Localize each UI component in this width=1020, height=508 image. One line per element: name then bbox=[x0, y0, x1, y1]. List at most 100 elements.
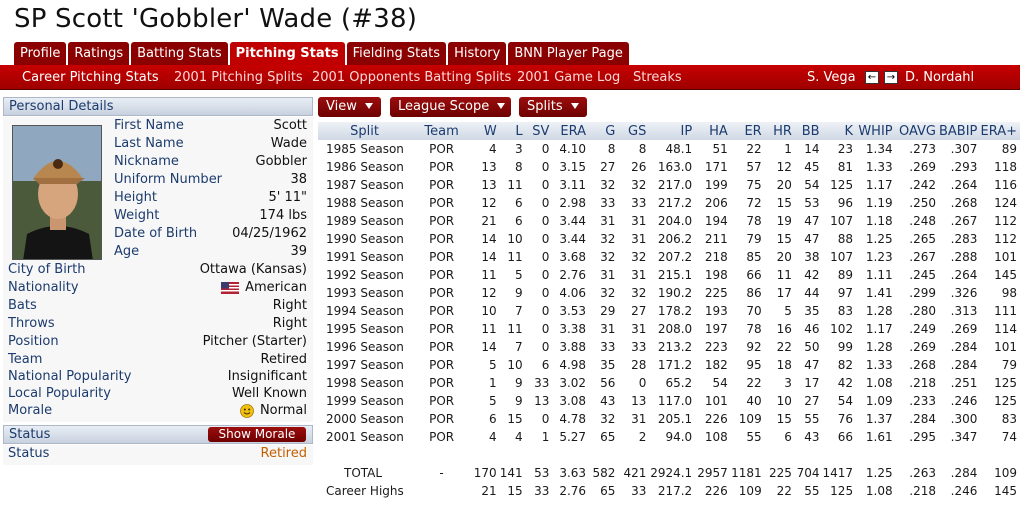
table-cell: 15 bbox=[776, 196, 792, 210]
table-cell: 197 bbox=[704, 322, 728, 336]
col-header[interactable]: HA bbox=[695, 122, 731, 140]
tab-bnn-player-page[interactable]: BNN Player Page bbox=[508, 42, 629, 65]
subtab-2001-game-log[interactable]: 2001 Game Log bbox=[517, 70, 621, 85]
table-cell: 112 bbox=[994, 232, 1017, 246]
subtab-career-pitching-stats[interactable]: Career Pitching Stats bbox=[22, 70, 159, 85]
table-cell: 38 bbox=[804, 250, 820, 264]
table-cell: .284 bbox=[909, 412, 936, 426]
table-cell: 31 bbox=[600, 322, 616, 336]
next-player-link[interactable]: D. Nordahl bbox=[905, 70, 975, 85]
personal-details-header: Personal Details bbox=[3, 97, 313, 116]
table-cell: 11 bbox=[481, 268, 497, 282]
table-cell: 1.61 bbox=[865, 430, 893, 444]
table-cell: 78 bbox=[746, 214, 762, 228]
col-header[interactable]: L bbox=[499, 122, 526, 140]
subtab-streaks[interactable]: Streaks bbox=[633, 70, 682, 85]
date-of-birth-label: Date of Birth bbox=[114, 226, 198, 241]
spacer-cell bbox=[318, 446, 1020, 464]
col-header[interactable]: BB bbox=[794, 122, 823, 140]
uniform-number-label: Uniform Number bbox=[114, 172, 223, 187]
table-row: 1985 Season POR 4 3 0 4.10 8 8 48.1 51 22 1 14 23 1.34… bbox=[318, 140, 1020, 158]
table-cell: 15 bbox=[507, 484, 523, 498]
nickname-label: Nickname bbox=[114, 154, 179, 169]
table-row: 1991 Season POR 14 11 0 3.68 32 32 207.2 218 85 20 3… bbox=[318, 248, 1020, 266]
col-header[interactable]: Team bbox=[411, 122, 473, 140]
league-scope-dropdown[interactable]: League Scope bbox=[390, 97, 511, 117]
table-cell: 47 bbox=[804, 214, 820, 228]
arrow-right-icon[interactable]: → bbox=[884, 71, 898, 84]
col-header[interactable]: IP bbox=[649, 122, 696, 140]
col-header[interactable]: W bbox=[472, 122, 500, 140]
table-cell: 1.28 bbox=[865, 340, 893, 354]
table-cell: 2924.1 bbox=[650, 466, 693, 480]
smiley-icon bbox=[240, 404, 254, 418]
view-label: View bbox=[326, 99, 357, 114]
table-cell: POR bbox=[429, 412, 455, 426]
table-cell: 3.53 bbox=[559, 304, 587, 318]
table-cell: 31 bbox=[631, 214, 647, 228]
table-cell: 33 bbox=[534, 376, 550, 390]
table-cell: 0 bbox=[541, 178, 550, 192]
subtab-2001-opponents-batting-splits[interactable]: 2001 Opponents Batting Splits bbox=[312, 70, 512, 85]
table-cell: 53 bbox=[534, 466, 550, 480]
table-cell: 88 bbox=[837, 232, 854, 246]
col-header[interactable]: OAVG bbox=[895, 122, 939, 140]
table-cell: .264 bbox=[950, 268, 978, 282]
prev-player-link[interactable]: S. Vega bbox=[807, 70, 856, 85]
col-header[interactable]: SV bbox=[525, 122, 553, 140]
table-cell: 1.17 bbox=[865, 322, 893, 336]
weight-value: 174 lbs bbox=[259, 208, 307, 223]
table-cell: - bbox=[439, 466, 444, 480]
show-morale-button[interactable]: Show Morale bbox=[208, 427, 306, 442]
table-cell: .283 bbox=[950, 232, 978, 246]
table-cell: 2.98 bbox=[559, 196, 587, 210]
table-cell: 217.2 bbox=[657, 484, 693, 498]
table-cell: 117.0 bbox=[657, 394, 693, 408]
table-cell: 1996 Season bbox=[326, 340, 404, 354]
table-cell: 55 bbox=[804, 484, 820, 498]
tab-history[interactable]: History bbox=[448, 42, 507, 65]
table-cell: POR bbox=[429, 142, 455, 156]
table-cell: 1.41 bbox=[865, 286, 893, 300]
table-cell: 13 bbox=[534, 394, 550, 408]
tab-ratings[interactable]: Ratings bbox=[68, 42, 130, 65]
table-cell: 14 bbox=[804, 142, 820, 156]
subtab-2001-pitching-splits[interactable]: 2001 Pitching Splits bbox=[174, 70, 303, 85]
col-header[interactable]: GS bbox=[618, 122, 650, 140]
col-header[interactable]: Split bbox=[318, 122, 412, 140]
table-cell: 1.25 bbox=[865, 232, 893, 246]
tab-fielding-stats[interactable]: Fielding Stats bbox=[346, 42, 447, 65]
caret-down-icon bbox=[497, 103, 506, 109]
col-header[interactable]: BABIP bbox=[938, 122, 981, 140]
table-cell: 4.06 bbox=[559, 286, 587, 300]
col-header[interactable]: ERA+ bbox=[980, 122, 1020, 140]
table-cell: 141 bbox=[499, 466, 523, 480]
col-header[interactable]: HR bbox=[764, 122, 795, 140]
tab-profile[interactable]: Profile bbox=[14, 42, 67, 65]
main-tabs: Profile Ratings Batting Stats Pitching S… bbox=[14, 42, 631, 65]
career-stats-table-area: Split Team W L SV ERA G GS IP HA ER HR B… bbox=[318, 122, 1020, 508]
table-cell: 31 bbox=[631, 232, 647, 246]
nationality-value: American bbox=[245, 280, 307, 295]
tab-pitching-stats[interactable]: Pitching Stats bbox=[229, 42, 345, 65]
table-cell: 27 bbox=[804, 394, 820, 408]
tab-batting-stats[interactable]: Batting Stats bbox=[131, 42, 228, 65]
table-cell: 1.08 bbox=[865, 376, 893, 390]
col-header[interactable]: WHIP bbox=[856, 122, 896, 140]
table-cell: 116 bbox=[994, 178, 1017, 192]
col-header[interactable]: K bbox=[822, 122, 857, 140]
position-label: Position bbox=[8, 334, 59, 349]
table-cell: 111 bbox=[994, 304, 1017, 318]
table-cell: 57 bbox=[746, 160, 762, 174]
table-cell: 50 bbox=[804, 340, 820, 354]
table-cell: POR bbox=[429, 178, 455, 192]
table-cell: 89 bbox=[837, 268, 854, 282]
view-dropdown[interactable]: View bbox=[318, 97, 381, 117]
arrow-left-icon[interactable]: ← bbox=[865, 71, 879, 84]
splits-dropdown[interactable]: Splits bbox=[519, 97, 587, 117]
col-header[interactable]: ER bbox=[730, 122, 765, 140]
col-header[interactable]: ERA bbox=[552, 122, 590, 140]
col-header[interactable]: G bbox=[589, 122, 619, 140]
table-cell: 108 bbox=[704, 430, 728, 444]
table-cell: .284 bbox=[950, 466, 978, 480]
